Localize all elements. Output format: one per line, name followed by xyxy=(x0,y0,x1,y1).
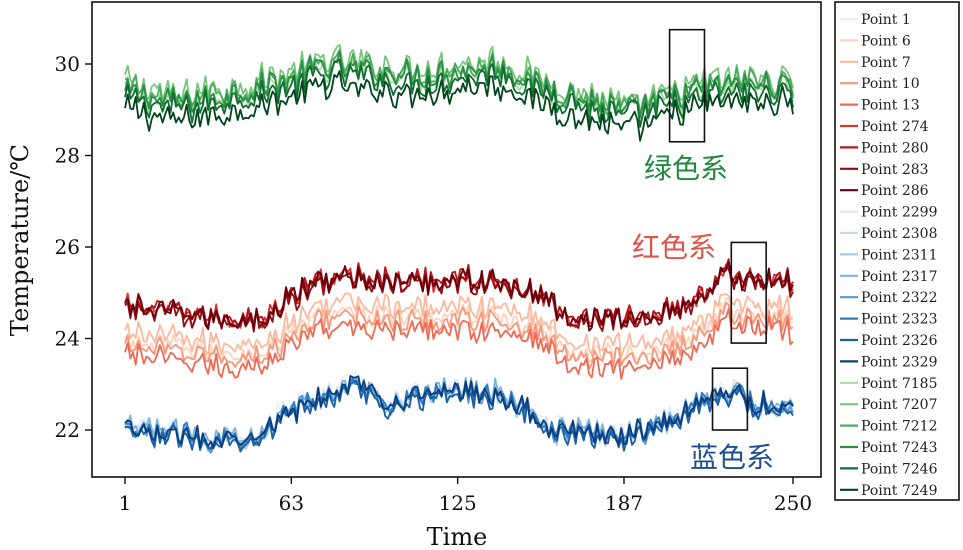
legend-label: Point 2311 xyxy=(861,247,937,263)
series-line xyxy=(124,70,794,142)
legend-label: Point 283 xyxy=(861,162,929,178)
y-tick-label: 26 xyxy=(55,235,80,259)
series-line xyxy=(124,375,794,449)
y-tick-label: 28 xyxy=(55,144,80,168)
legend-label: Point 13 xyxy=(861,98,920,114)
legend-label: Point 7185 xyxy=(861,376,937,392)
series-line xyxy=(124,308,794,380)
legend-label: Point 2326 xyxy=(861,333,938,349)
legend-label: Point 2323 xyxy=(861,312,937,328)
highlight-box-layer xyxy=(668,28,767,431)
x-tick-label: 63 xyxy=(279,491,304,515)
x-tick-label: 187 xyxy=(605,491,643,515)
legend-label: Point 2322 xyxy=(861,290,937,306)
legend-label: Point 2308 xyxy=(861,226,937,242)
legend-label: Point 6 xyxy=(861,33,911,49)
series-line xyxy=(124,292,794,359)
highlight-box xyxy=(711,367,749,431)
legend-label: Point 2329 xyxy=(861,354,937,370)
x-tick-label: 1 xyxy=(119,491,132,515)
series-line xyxy=(124,302,794,370)
series-line xyxy=(124,58,794,128)
y-axis-ticks: 22 24 26 28 30 xyxy=(55,52,92,442)
legend-frame xyxy=(834,1,960,501)
series-layer xyxy=(124,43,794,454)
y-axis-title: Temperature/℃ xyxy=(6,144,34,336)
x-axis-ticks: 1 63 125 187 250 xyxy=(119,477,812,515)
y-tick-label: 22 xyxy=(55,418,80,442)
y-tick-label: 30 xyxy=(55,52,80,76)
legend-label: Point 2317 xyxy=(861,269,937,285)
red-group-label: 红色系 xyxy=(632,231,716,264)
y-tick-label: 24 xyxy=(55,327,80,351)
blue-group-label: 蓝色系 xyxy=(690,441,774,474)
legend-label: Point 2299 xyxy=(861,205,937,221)
x-tick-label: 250 xyxy=(774,491,812,515)
legend-label: Point 7246 xyxy=(861,461,938,477)
legend-label: Point 7 xyxy=(861,55,911,71)
legend-label: Point 10 xyxy=(861,76,920,92)
legend-label: Point 7207 xyxy=(861,397,937,413)
x-axis-title: Time xyxy=(427,523,488,550)
legend-label: Point 274 xyxy=(861,119,929,135)
green-group-label: 绿色系 xyxy=(644,152,728,185)
legend-label: Point 280 xyxy=(861,140,929,156)
legend-label: Point 7212 xyxy=(861,419,937,435)
highlight-box xyxy=(668,28,706,143)
series-line xyxy=(124,51,794,119)
series-line xyxy=(124,261,794,332)
legend-label: Point 286 xyxy=(861,183,929,199)
legend-label: Point 7249 xyxy=(861,483,937,499)
legend-label: Point 7243 xyxy=(861,440,937,456)
legend-label: Point 1 xyxy=(861,12,911,28)
x-tick-label: 125 xyxy=(439,491,477,515)
highlight-box xyxy=(730,241,767,344)
legend: Point 1 Point 6 Point 7 Point 10 Point 13 Poi… xyxy=(840,12,938,499)
